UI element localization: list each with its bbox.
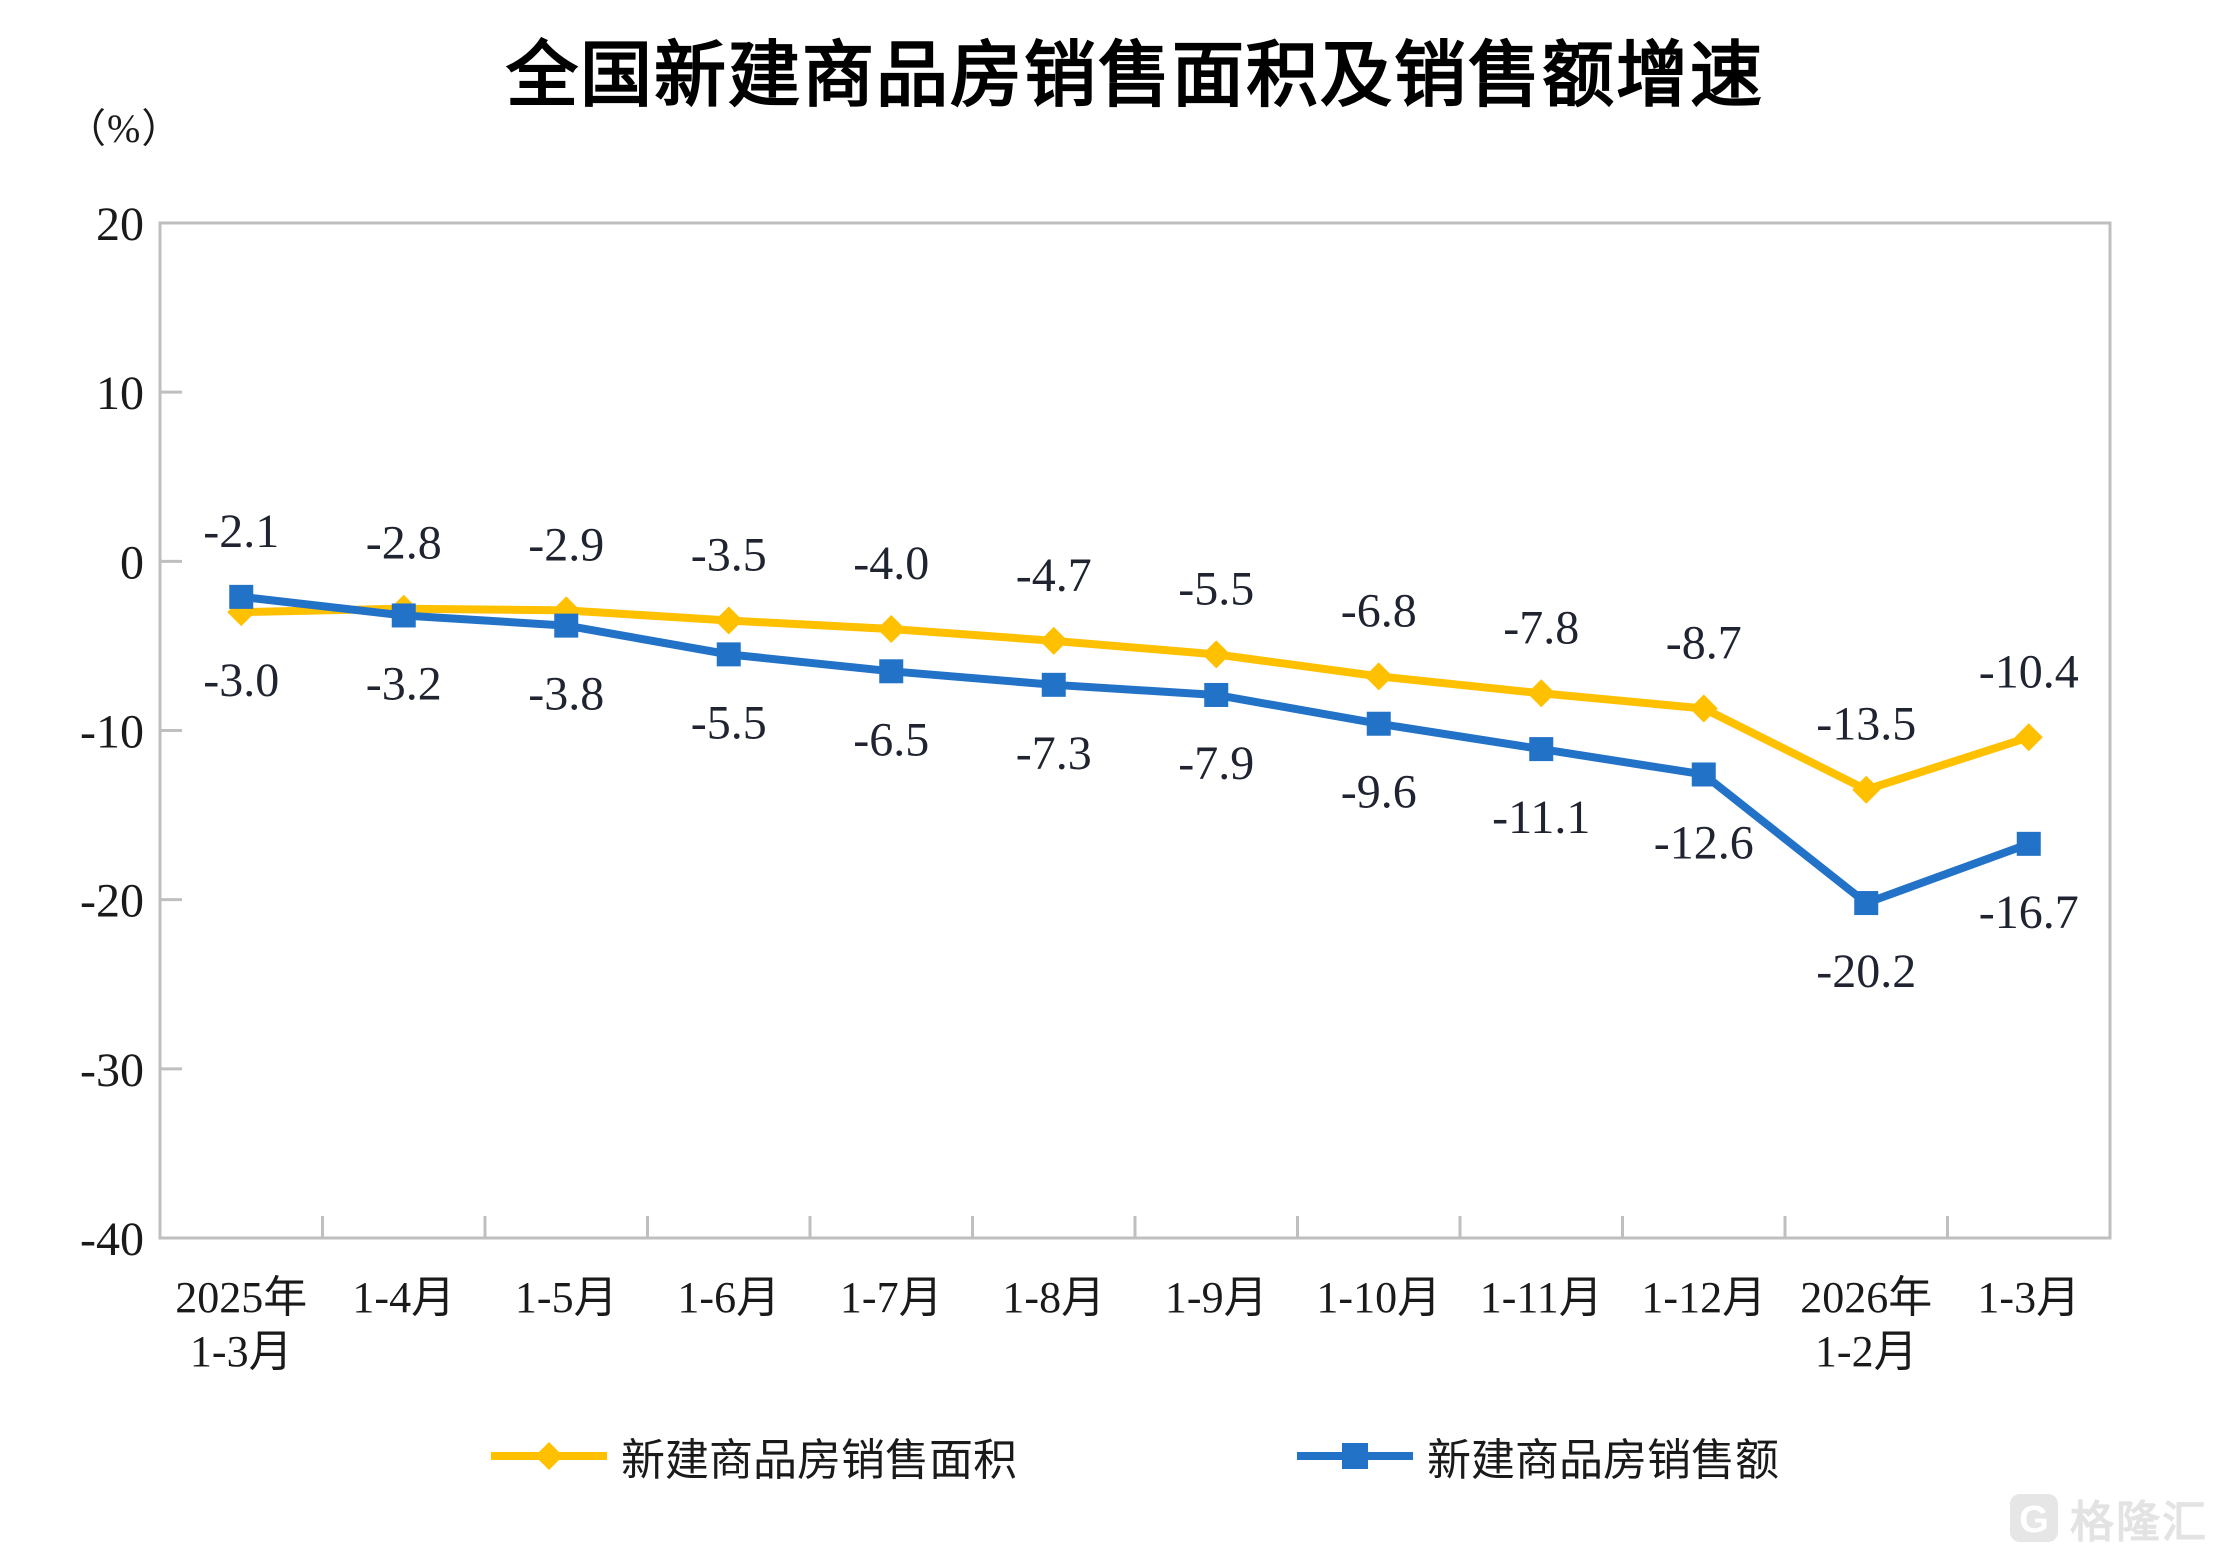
marker-diamond xyxy=(877,615,906,643)
svg-text:-30: -30 xyxy=(80,1044,144,1097)
data-label: -3.0 xyxy=(203,654,279,707)
legend-swatch-area-icon xyxy=(491,1442,607,1470)
x-axis-labels: 2025年 1-3月 1-4月 1-5月 1-6月 1-7月 1-8月 1-9月 1-10月 1-… xyxy=(175,1273,2080,1376)
data-label: -6.8 xyxy=(1341,584,1417,637)
data-label: -11.1 xyxy=(1492,791,1590,844)
data-label: -5.5 xyxy=(1178,562,1254,615)
marker-square xyxy=(229,584,254,609)
data-label: -2.1 xyxy=(203,505,279,558)
svg-text:10: 10 xyxy=(96,367,144,420)
svg-text:1-3月: 1-3月 xyxy=(1977,1273,2080,1322)
marker-diamond xyxy=(714,606,743,635)
data-label: -16.7 xyxy=(1979,886,2079,939)
series-value xyxy=(229,584,2041,916)
legend: 新建商品房销售面积 新建商品房销售额 xyxy=(160,1424,2110,1488)
legend-item-sales-value: 新建商品房销售额 xyxy=(1297,1424,1779,1488)
legend-item-sales-area: 新建商品房销售面积 xyxy=(491,1424,1017,1488)
marker-square xyxy=(2016,831,2041,856)
svg-text:1-5月: 1-5月 xyxy=(515,1273,618,1322)
data-label: -3.8 xyxy=(528,668,604,721)
legend-label-sales-value: 新建商品房销售额 xyxy=(1427,1436,1779,1485)
marker-square xyxy=(554,613,579,638)
svg-text:G: G xyxy=(2019,1499,2049,1541)
gelonghui-logo-icon: G xyxy=(2010,1494,2058,1542)
data-label: -9.6 xyxy=(1341,766,1417,819)
marker-diamond xyxy=(1364,662,1393,691)
data-label: -7.8 xyxy=(1503,601,1579,654)
data-label: -3.2 xyxy=(366,657,442,710)
data-label: -13.5 xyxy=(1816,698,1916,751)
marker-square xyxy=(1366,711,1391,736)
watermark: G 格隆汇 xyxy=(2008,1486,2208,1550)
data-label: -2.8 xyxy=(366,517,442,570)
svg-text:1-4月: 1-4月 xyxy=(352,1273,455,1322)
marker-diamond xyxy=(1039,626,1068,655)
x-axis-ticks xyxy=(158,1216,2112,1238)
data-label: -3.5 xyxy=(691,529,767,582)
svg-text:1-9月: 1-9月 xyxy=(1165,1273,1268,1322)
marker-diamond xyxy=(1202,640,1231,669)
data-label: -4.0 xyxy=(853,537,929,590)
marker-diamond xyxy=(2014,723,2043,752)
series-area-line xyxy=(237,604,2033,794)
svg-text:1-10月: 1-10月 xyxy=(1316,1273,1441,1322)
data-label: -6.5 xyxy=(853,713,929,766)
svg-text:1-11月: 1-11月 xyxy=(1480,1273,1603,1322)
legend-label-sales-area: 新建商品房销售面积 xyxy=(621,1436,1017,1485)
chart-title: 全国新建商品房销售面积及销售额增速 xyxy=(505,36,1764,116)
svg-text:-10: -10 xyxy=(80,706,144,759)
svg-text:1-12月: 1-12月 xyxy=(1641,1273,1766,1322)
data-label: -2.9 xyxy=(528,518,604,571)
data-label: -12.6 xyxy=(1654,816,1754,869)
data-label: -10.4 xyxy=(1979,645,2079,698)
marker-diamond xyxy=(1689,694,1718,723)
marker-diamond xyxy=(1527,679,1556,708)
data-label: -7.3 xyxy=(1016,727,1092,780)
series-area-data-labels: -3.0 -2.8 -2.9 -3.5 -4.0 -4.7 -5.5 -6.8 -7.8 -8.7… xyxy=(203,517,2078,751)
data-label: -20.2 xyxy=(1816,945,1916,998)
y-axis-labels: 20 10 0 -10 -20 -30 -40 xyxy=(80,198,144,1266)
marker-square xyxy=(391,603,416,628)
marker-square xyxy=(1854,891,1879,916)
series-value-data-labels: -2.1 -3.2 -3.8 -5.5 -6.5 -7.3 -7.9 -9.6 -11.1 -12… xyxy=(203,505,2078,998)
marker-square xyxy=(1041,672,1066,697)
marker-diamond xyxy=(1852,775,1881,804)
y-axis-unit-label: （%） xyxy=(66,106,183,151)
series-area xyxy=(227,594,2043,804)
svg-text:1-6月: 1-6月 xyxy=(677,1273,780,1322)
svg-text:-20: -20 xyxy=(80,875,144,928)
svg-text:1-7月: 1-7月 xyxy=(840,1273,943,1322)
svg-text:0: 0 xyxy=(120,536,144,589)
data-label: -7.9 xyxy=(1178,737,1254,790)
data-label: -4.7 xyxy=(1016,549,1092,602)
series-value-line xyxy=(237,592,2033,908)
svg-text:-40: -40 xyxy=(80,1213,144,1266)
data-label: -5.5 xyxy=(691,696,767,749)
marker-square xyxy=(1691,762,1716,787)
watermark-text: 格隆汇 xyxy=(2070,1498,2208,1547)
svg-text:20: 20 xyxy=(96,198,144,251)
marker-square xyxy=(879,659,904,684)
y-axis-ticks xyxy=(160,221,182,1240)
data-label: -8.7 xyxy=(1666,617,1742,670)
marker-square xyxy=(1204,682,1229,707)
marker-square xyxy=(716,642,741,667)
marker-square xyxy=(1529,737,1554,762)
legend-swatch-value-icon xyxy=(1297,1443,1413,1469)
svg-text:1-8月: 1-8月 xyxy=(1002,1273,1105,1322)
